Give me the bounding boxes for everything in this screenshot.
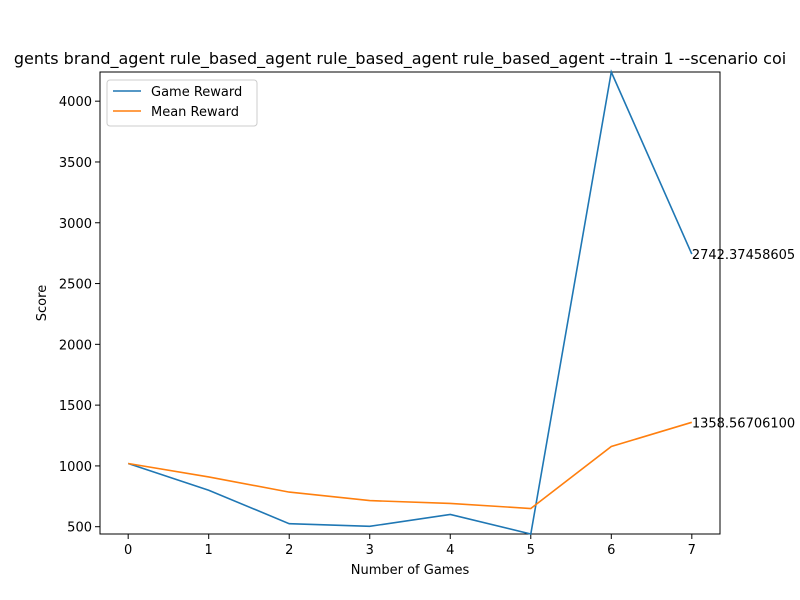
x-tick-label: 1 [205, 543, 213, 558]
x-tick-label: 0 [124, 543, 132, 558]
y-tick-label: 2000 [59, 338, 92, 353]
y-tick-label: 4000 [59, 95, 92, 110]
y-axis-label: Score [35, 285, 50, 321]
series-line-game-reward [127, 69, 693, 535]
y-tick-label: 1500 [59, 399, 92, 414]
y-tick-label: 1000 [59, 460, 92, 475]
annotations: 2742.37458605 1358.56706100 [692, 248, 795, 431]
x-tick-label: 5 [527, 543, 535, 558]
y-tick-label: 3500 [59, 156, 92, 171]
y-tick-label: 2500 [59, 278, 92, 293]
plot-area-frame [99, 71, 721, 535]
end-value-annotation: 1358.56706100 [692, 416, 795, 431]
series-line-mean-reward [128, 421, 693, 510]
legend-label: Mean Reward [151, 105, 239, 120]
x-tick-label: 7 [688, 543, 696, 558]
chart-title: gents brand_agent rule_based_agent rule_… [14, 49, 786, 69]
x-tick-label: 6 [607, 543, 615, 558]
end-value-annotation: 2742.37458605 [692, 248, 795, 263]
x-axis-label: Number of Games [351, 563, 470, 578]
y-tick-label: 500 [67, 521, 92, 536]
x-tick-label: 4 [446, 543, 454, 558]
y-tick-label: 3000 [59, 217, 92, 232]
legend-box [106, 79, 258, 127]
series-lines [127, 69, 693, 535]
x-tick-label: 2 [285, 543, 293, 558]
axis-ticks: 0 1 2 3 4 5 6 7 500 1000 1500 2000 2500 3000 3500 4000 [59, 95, 696, 558]
legend-label: Game Reward [151, 85, 242, 100]
legend: Game Reward Mean Reward [106, 79, 258, 127]
x-tick-label: 3 [366, 543, 374, 558]
